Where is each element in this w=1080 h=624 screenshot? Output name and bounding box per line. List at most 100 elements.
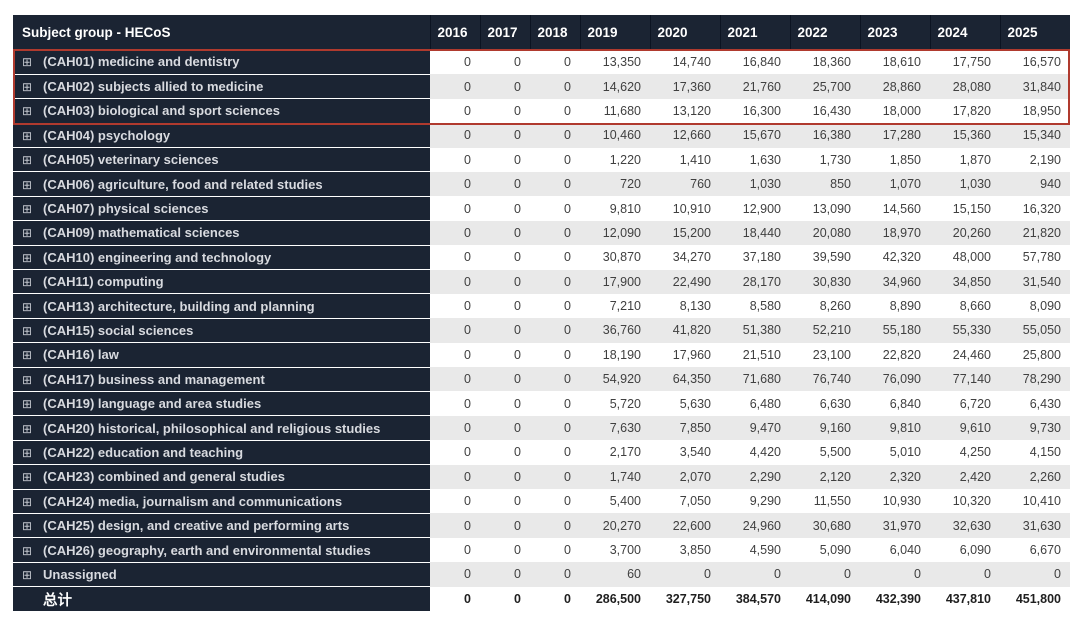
value-cell: 0 (480, 220, 530, 246)
value-cell: 24,960 (720, 513, 790, 538)
year-header[interactable]: 2023 (859, 15, 930, 50)
expand-plus-icon[interactable]: ⊞ (21, 55, 33, 70)
value-cell: 30,870 (580, 245, 650, 270)
row-header-cell[interactable]: ⊞ (CAH04) psychology (13, 122, 430, 148)
year-header[interactable]: 2024 (929, 15, 1000, 50)
value-cell: 0 (430, 415, 480, 441)
year-header[interactable]: 2022 (789, 15, 860, 50)
expand-plus-icon[interactable]: ⊞ (21, 250, 33, 265)
value-cell: 9,730 (1000, 415, 1070, 441)
value-cell: 30,830 (790, 269, 860, 294)
expand-plus-icon[interactable]: ⊞ (21, 153, 33, 168)
expand-plus-icon[interactable]: ⊞ (21, 177, 33, 192)
table-row: ⊞ (CAH25) design, and creative and perfor… (13, 512, 1070, 538)
row-header-cell[interactable]: ⊞ (CAH26) geography, earth and environmen… (13, 537, 430, 563)
value-cell: 9,810 (860, 415, 930, 441)
value-cell: 6,480 (720, 391, 790, 416)
year-header[interactable]: 2018 (529, 15, 580, 50)
row-header-cell[interactable]: ⊞ (CAH23) combined and general studies (13, 464, 430, 490)
value-cell: 25,800 (1000, 342, 1070, 368)
row-header-cell[interactable]: ⊞ (CAH06) agriculture, food and related s… (13, 171, 430, 197)
expand-plus-icon[interactable]: ⊞ (21, 104, 33, 119)
value-cell: 5,500 (790, 440, 860, 465)
expand-plus-icon[interactable]: ⊞ (21, 275, 33, 290)
year-header[interactable]: 2017 (479, 15, 530, 50)
value-cell: 8,130 (650, 293, 720, 319)
value-cell: 48,000 (930, 245, 1000, 270)
value-cell: 17,960 (650, 342, 720, 368)
expand-plus-icon[interactable]: ⊞ (21, 299, 33, 314)
value-cell: 0 (480, 74, 530, 99)
expand-plus-icon[interactable]: ⊞ (21, 323, 33, 338)
row-label: 总计 (43, 592, 72, 609)
row-header-cell[interactable]: ⊞ (CAH24) media, journalism and communica… (13, 488, 430, 514)
year-header[interactable]: 2016 (429, 15, 480, 50)
row-header-cell[interactable]: ⊞ (CAH10) engineering and technology (13, 244, 430, 270)
value-cell: 850 (790, 171, 860, 197)
expand-plus-icon[interactable]: ⊞ (21, 128, 33, 143)
expand-plus-icon[interactable]: ⊞ (21, 397, 33, 412)
expand-plus-icon[interactable]: ⊞ (21, 567, 33, 582)
row-header-cell[interactable]: ⊞ (CAH02) subjects allied to medicine (13, 73, 430, 99)
row-header-cell[interactable]: ⊞ (CAH17) business and management (13, 366, 430, 392)
expand-plus-icon[interactable]: ⊞ (21, 348, 33, 363)
value-cell: 0 (430, 513, 480, 538)
value-cell: 3,850 (650, 537, 720, 563)
year-header[interactable]: 2019 (579, 15, 650, 50)
total-row-header[interactable]: 总计 (13, 586, 430, 611)
row-header-cell[interactable]: ⊞ (CAH22) education and teaching (13, 439, 430, 465)
row-label: (CAH05) veterinary sciences (43, 152, 219, 168)
value-cell: 0 (530, 245, 580, 270)
row-header-cell[interactable]: ⊞ (CAH03) biological and sport sciences (13, 98, 430, 124)
value-cell: 0 (430, 50, 480, 75)
value-cell: 432,390 (860, 586, 930, 611)
table-row: ⊞ (CAH05) veterinary sciences 0 0 0 1,220 1,41… (13, 147, 1070, 172)
row-header-cell[interactable]: ⊞ (CAH05) veterinary sciences (13, 147, 430, 172)
value-cell: 10,320 (930, 489, 1000, 514)
row-header-cell[interactable]: ⊞ (CAH01) medicine and dentistry (13, 50, 430, 75)
expand-plus-icon[interactable]: ⊞ (21, 421, 33, 436)
row-label: (CAH02) subjects allied to medicine (43, 79, 264, 95)
value-cell: 12,090 (580, 220, 650, 246)
value-cell: 437,810 (930, 586, 1000, 611)
value-cell: 327,750 (650, 586, 720, 611)
row-header-cell[interactable]: ⊞ (CAH13) architecture, building and plan… (13, 293, 430, 319)
row-header-cell[interactable]: ⊞ (CAH07) physical sciences (13, 195, 430, 221)
expand-plus-icon[interactable]: ⊞ (21, 372, 33, 387)
value-cell: 22,600 (650, 513, 720, 538)
expand-plus-icon[interactable]: ⊞ (21, 543, 33, 558)
expand-plus-icon[interactable]: ⊞ (21, 470, 33, 485)
value-cell: 71,680 (720, 367, 790, 392)
row-label: (CAH01) medicine and dentistry (43, 54, 240, 70)
value-cell: 384,570 (720, 586, 790, 611)
row-header-cell[interactable]: ⊞ (CAH11) computing (13, 269, 430, 294)
row-header-cell[interactable]: ⊞ (CAH25) design, and creative and perfor… (13, 512, 430, 538)
expand-plus-icon[interactable]: ⊞ (21, 80, 33, 95)
value-cell: 2,190 (1000, 147, 1070, 172)
expand-plus-icon[interactable]: ⊞ (21, 226, 33, 241)
year-header[interactable]: 2020 (649, 15, 720, 50)
row-header-cell[interactable]: ⊞ (CAH09) mathematical sciences (13, 220, 430, 246)
expand-plus-icon[interactable]: ⊞ (21, 519, 33, 534)
subject-group-header[interactable]: Subject group - HECoS (13, 15, 430, 50)
value-cell: 451,800 (1000, 586, 1070, 611)
year-header[interactable]: 2021 (719, 15, 790, 50)
row-label: (CAH24) media, journalism and communicat… (43, 493, 343, 509)
row-header-cell[interactable]: ⊞ (CAH19) language and area studies (13, 390, 430, 416)
table-row: ⊞ (CAH17) business and management 0 0 0 54,92… (13, 366, 1070, 392)
expand-plus-icon[interactable]: ⊞ (21, 494, 33, 509)
value-cell: 0 (430, 562, 480, 587)
row-header-cell[interactable]: ⊞ (CAH20) historical, philosophical and r… (13, 415, 430, 441)
value-cell: 0 (430, 171, 480, 197)
value-cell: 10,410 (1000, 489, 1070, 514)
expand-plus-icon[interactable]: ⊞ (21, 202, 33, 217)
row-header-cell[interactable]: ⊞ (CAH15) social sciences (13, 317, 430, 343)
row-header-cell[interactable]: ⊞ (CAH16) law (13, 342, 430, 368)
expand-plus-icon[interactable]: ⊞ (21, 445, 33, 460)
year-header[interactable]: 2025 (999, 15, 1070, 50)
value-cell: 7,850 (650, 415, 720, 441)
value-cell: 34,960 (860, 269, 930, 294)
value-cell: 8,890 (860, 293, 930, 319)
row-label: (CAH15) social sciences (43, 322, 194, 338)
row-header-cell[interactable]: ⊞ Unassigned (13, 561, 430, 587)
